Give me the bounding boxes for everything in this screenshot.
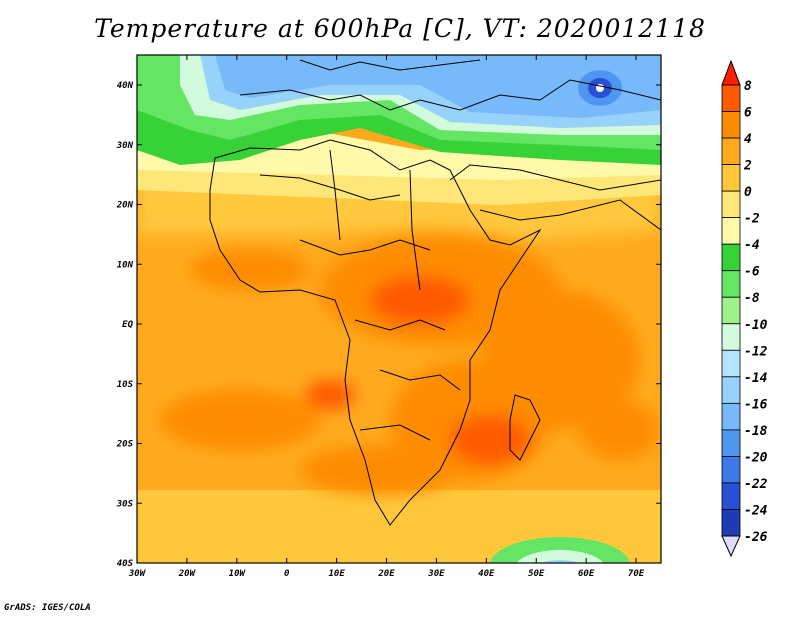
colorbar-label: 4 bbox=[744, 132, 752, 147]
colorbar-label: -10 bbox=[744, 318, 768, 333]
colorbar-segment bbox=[721, 376, 741, 404]
colorbar-segment bbox=[721, 111, 741, 139]
colorbar-label: 8 bbox=[744, 79, 752, 94]
lat-label: 30N bbox=[116, 141, 134, 151]
lat-label: 40N bbox=[117, 81, 134, 91]
colorbar-label: -14 bbox=[744, 371, 768, 386]
colorbar-label: -24 bbox=[744, 503, 768, 518]
colorbar-segment bbox=[721, 164, 741, 192]
colorbar-segment bbox=[721, 429, 741, 457]
colorbar-segment bbox=[721, 482, 741, 510]
colorbar-label: -6 bbox=[744, 265, 760, 280]
lat-label: 20S bbox=[116, 440, 134, 450]
lon-label: 10W bbox=[229, 569, 247, 579]
colorbar-label: -12 bbox=[744, 344, 768, 359]
colorbar-segment bbox=[721, 296, 741, 325]
colorbar-top-arrow bbox=[721, 59, 741, 86]
colorbar-label: 2 bbox=[743, 159, 752, 174]
colorbar-label: -20 bbox=[744, 450, 768, 465]
lon-label: 10E bbox=[328, 569, 345, 579]
colorbar-segment bbox=[721, 217, 741, 245]
colorbar-label: -18 bbox=[744, 424, 768, 439]
colorbar-segment bbox=[721, 190, 741, 219]
colorbar-segment bbox=[721, 323, 741, 351]
colorbar-label: 6 bbox=[744, 106, 752, 121]
lat-label: 10S bbox=[117, 380, 134, 390]
colorbar-segment bbox=[721, 84, 741, 112]
map-frame bbox=[136, 54, 662, 564]
colorbar-segment bbox=[721, 456, 741, 484]
colorbar-segment bbox=[721, 243, 741, 272]
temperature-field bbox=[137, 55, 661, 563]
colorbar-label: -26 bbox=[744, 530, 768, 545]
colorbar-label: 0 bbox=[744, 185, 752, 200]
lon-label: 70E bbox=[628, 569, 645, 579]
colorbar-segment bbox=[721, 349, 741, 378]
lat-label: 10N bbox=[117, 260, 134, 270]
colorbar-segment bbox=[721, 270, 741, 298]
grads-credit: GrADS: IGES/COLA bbox=[4, 603, 91, 613]
colorbar-segment bbox=[721, 137, 741, 165]
colorbar-bottom-arrow bbox=[721, 535, 741, 558]
latitude-axis: 40N 30N 20N 10N EQ 10S 20S 30S 40S bbox=[116, 81, 661, 569]
longitude-axis: 30W 20W 10W 0 10E 20E 30E 40E 50E 60E 70E bbox=[128, 55, 645, 579]
lon-label: 60E bbox=[578, 569, 595, 579]
lon-label: 30E bbox=[427, 569, 445, 579]
lat-label: EQ bbox=[122, 320, 133, 330]
colorbar: 8 6 4 2 0 -2 -4 -6 -8 -10 -12 -14 -16 -18 -20 -22 -24 -26 bbox=[721, 59, 768, 558]
lon-label: 20E bbox=[377, 569, 395, 579]
colorbar-label: -22 bbox=[744, 477, 768, 492]
lon-label: 50E bbox=[528, 569, 545, 579]
chart-title: Temperature at 600hPa [C], VT: 202001211… bbox=[94, 14, 706, 43]
lon-label: 30W bbox=[128, 569, 147, 579]
colorbar-segment bbox=[721, 402, 741, 431]
lon-label: 0 bbox=[284, 569, 290, 579]
colorbar-label: -8 bbox=[744, 291, 760, 306]
lat-label: 20N bbox=[116, 201, 134, 211]
colorbar-label: -4 bbox=[744, 238, 760, 253]
lat-label: 40S bbox=[117, 559, 134, 569]
colorbar-segment bbox=[721, 509, 741, 537]
lon-label: 40E bbox=[478, 569, 495, 579]
colorbar-label: -16 bbox=[744, 397, 768, 412]
coastlines bbox=[209, 59, 661, 526]
colorbar-label: -2 bbox=[744, 212, 760, 227]
lon-label: 20W bbox=[178, 569, 197, 579]
lat-label: 30S bbox=[116, 499, 134, 509]
